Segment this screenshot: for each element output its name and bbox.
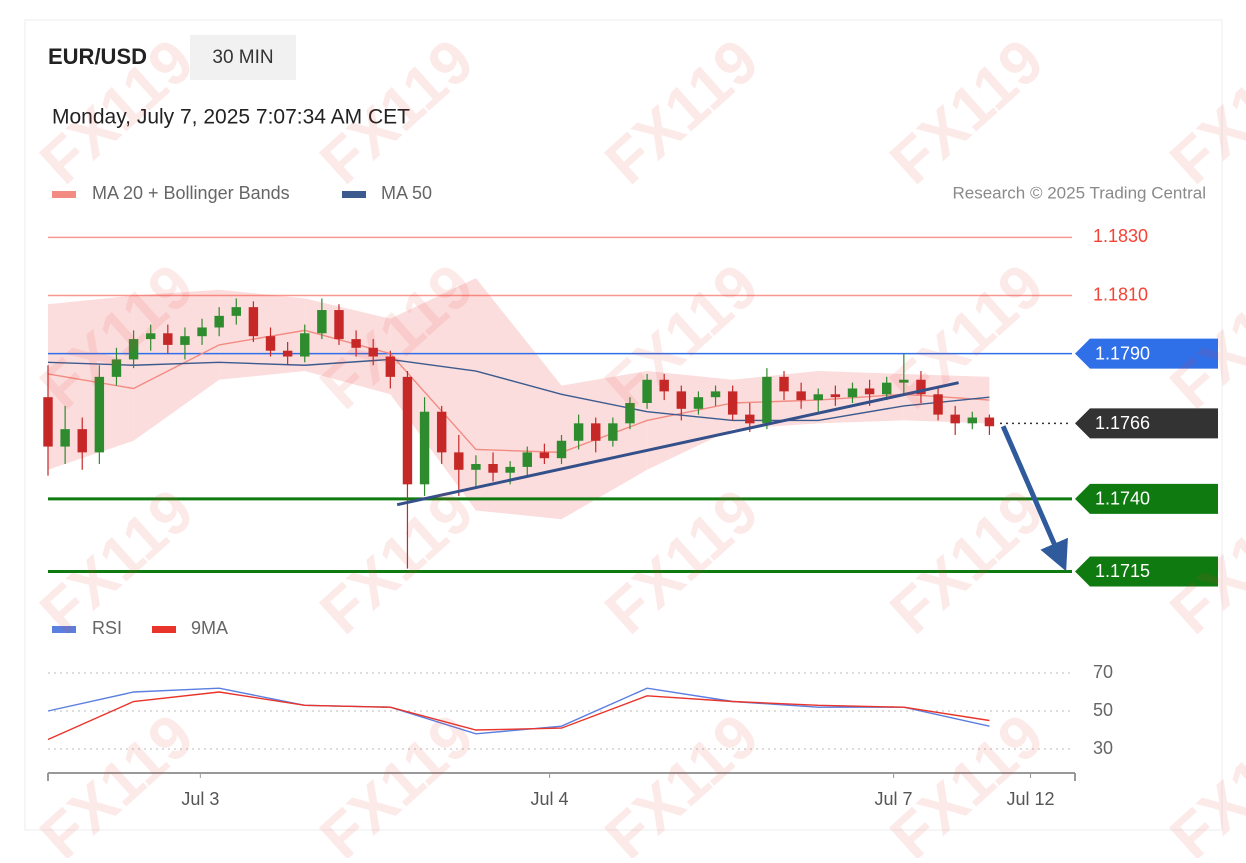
level-label: 1.1810	[1093, 284, 1148, 304]
legend-swatch	[152, 626, 176, 633]
candle-body	[967, 417, 978, 424]
level-tag	[1075, 556, 1218, 587]
candle-body	[813, 394, 823, 401]
candle-body	[111, 359, 122, 377]
candle-body	[60, 429, 70, 447]
interval-box	[190, 35, 296, 80]
candle-body	[197, 327, 207, 337]
candle-body	[317, 310, 327, 334]
candle-body	[282, 350, 293, 357]
candle-body	[762, 376, 772, 424]
candle-body	[471, 464, 481, 470]
indicator-line	[47, 329, 990, 454]
level-label: 1.1790	[1095, 343, 1150, 363]
bollinger-band	[219, 289, 305, 380]
candle-body	[436, 411, 447, 453]
candle-body	[505, 466, 515, 473]
candle-body	[265, 336, 276, 351]
legend-label: MA 20 + Bollinger Bands	[92, 183, 290, 203]
candle-body	[591, 423, 601, 441]
candle-body	[214, 315, 224, 328]
trendline	[396, 381, 959, 507]
candle-body	[43, 397, 53, 447]
candle-body	[539, 452, 550, 459]
legend-label: RSI	[92, 618, 122, 638]
y-tick-label: 70	[1093, 662, 1113, 682]
level-label: 1.1766	[1095, 413, 1150, 433]
rsi-line	[47, 691, 990, 741]
credit: Research © 2025 Trading Central	[953, 183, 1207, 202]
candle-body	[830, 394, 841, 398]
candle-body	[351, 339, 361, 348]
candle-body	[77, 429, 87, 453]
candle-body	[745, 414, 755, 424]
y-tick-label: 50	[1093, 700, 1113, 720]
candle-body	[642, 379, 652, 403]
legend-swatch	[342, 191, 366, 198]
symbol: EUR/USD	[48, 44, 147, 69]
legend-label: MA 50	[381, 183, 432, 203]
candle-body	[676, 391, 687, 409]
level-label: 1.1740	[1095, 489, 1150, 509]
candle-body	[180, 336, 190, 345]
bollinger-band	[48, 295, 134, 470]
rsi-line	[47, 687, 990, 735]
x-tick-label: Jul 12	[1006, 789, 1054, 809]
candle-body	[231, 307, 241, 316]
candle-body	[882, 382, 892, 395]
level-tag	[1075, 338, 1218, 369]
candle-body	[625, 403, 635, 424]
forecast-arrow	[1000, 425, 1068, 572]
candle-body	[847, 388, 858, 398]
candle-body	[864, 388, 875, 395]
candle-body	[950, 414, 960, 424]
legend-swatch	[52, 191, 76, 198]
level-label: 1.1830	[1093, 226, 1148, 246]
bollinger-band	[475, 278, 562, 520]
candle-body	[984, 417, 995, 427]
candle-body	[454, 452, 464, 470]
timestamp: Monday, July 7, 2025 7:07:34 AM CET	[52, 106, 410, 129]
legend-swatch	[52, 626, 76, 633]
candle-body	[796, 391, 806, 401]
candle-body	[488, 464, 498, 473]
x-tick-label: Jul 7	[875, 789, 913, 809]
x-tick-label: Jul 4	[531, 789, 569, 809]
candle-body	[163, 333, 173, 345]
candle-body	[368, 347, 378, 357]
candle-body	[145, 333, 156, 340]
candle-body	[300, 333, 310, 357]
level-tag	[1075, 483, 1218, 514]
candle-body	[916, 379, 926, 395]
candle-body	[659, 379, 669, 392]
y-tick-label: 30	[1093, 738, 1113, 758]
candle-body	[556, 440, 567, 459]
candle-body	[402, 376, 413, 485]
candle-body	[727, 391, 738, 415]
candle-body	[779, 376, 789, 392]
candle-body	[128, 339, 139, 360]
candle-body	[248, 307, 259, 337]
candle-body	[608, 423, 618, 441]
x-tick-label: Jul 3	[181, 789, 219, 809]
candle-body	[693, 397, 704, 409]
candle-body	[710, 391, 721, 398]
level-tag	[1075, 408, 1218, 439]
candle-body	[419, 411, 430, 485]
candle-body	[573, 423, 584, 441]
candle-body	[94, 376, 105, 453]
candle-body	[334, 310, 344, 340]
candle-body	[522, 452, 532, 467]
indicator-line	[47, 358, 990, 422]
candle-body	[385, 356, 396, 377]
candle-body	[933, 394, 943, 415]
level-label: 1.1715	[1095, 561, 1150, 581]
candle-body	[899, 379, 909, 383]
interval[interactable]: 30 MIN	[212, 47, 273, 68]
legend-label: 9MA	[191, 618, 228, 638]
